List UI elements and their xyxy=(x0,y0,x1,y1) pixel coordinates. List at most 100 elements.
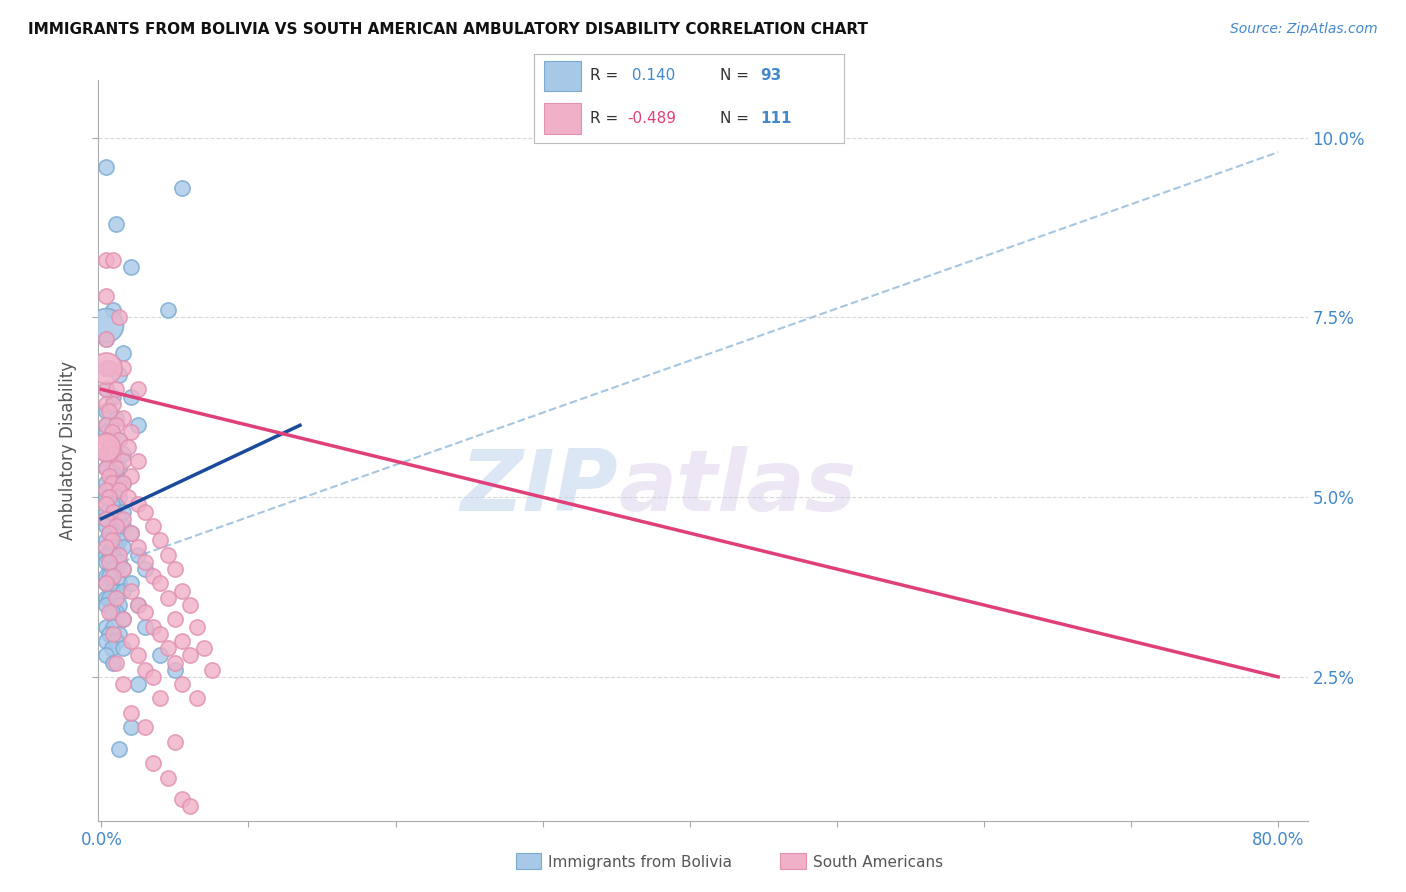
Point xyxy=(105,497,128,511)
Point xyxy=(127,497,149,511)
Point xyxy=(94,425,117,440)
Point xyxy=(105,468,128,483)
Point xyxy=(97,404,120,418)
Point xyxy=(94,512,117,526)
Point xyxy=(94,648,117,663)
Point xyxy=(94,569,117,583)
Point xyxy=(94,461,117,475)
Point xyxy=(101,390,124,404)
Point xyxy=(120,576,142,591)
Point xyxy=(112,562,135,576)
Point xyxy=(163,656,186,670)
Point xyxy=(100,468,122,483)
Point xyxy=(105,461,128,475)
Point xyxy=(94,533,117,548)
Point xyxy=(142,569,165,583)
Point xyxy=(134,720,156,734)
Point xyxy=(108,548,131,562)
Text: South Americans: South Americans xyxy=(813,855,943,870)
Point xyxy=(201,663,224,677)
Point xyxy=(149,648,172,663)
Point xyxy=(134,619,156,633)
Point xyxy=(112,562,135,576)
Point xyxy=(112,612,135,626)
Bar xyxy=(544,61,581,91)
Point xyxy=(101,569,124,583)
Point xyxy=(101,626,124,640)
Point xyxy=(97,490,120,504)
Point xyxy=(101,569,124,583)
Text: IMMIGRANTS FROM BOLIVIA VS SOUTH AMERICAN AMBULATORY DISABILITY CORRELATION CHAR: IMMIGRANTS FROM BOLIVIA VS SOUTH AMERICA… xyxy=(28,22,868,37)
Point xyxy=(94,289,117,303)
Point xyxy=(120,634,142,648)
Point xyxy=(108,555,131,569)
Bar xyxy=(544,103,581,134)
Point xyxy=(112,454,135,468)
Point xyxy=(101,656,124,670)
Point xyxy=(94,433,117,447)
Point xyxy=(134,605,156,619)
Point xyxy=(127,677,149,691)
Point xyxy=(94,332,117,346)
Point xyxy=(134,555,156,569)
Point xyxy=(127,383,149,397)
Point xyxy=(94,404,117,418)
Point xyxy=(97,526,120,541)
Point xyxy=(94,397,117,411)
Point xyxy=(142,519,165,533)
Point xyxy=(94,418,117,433)
Point xyxy=(120,583,142,598)
Point xyxy=(94,447,117,461)
Text: Source: ZipAtlas.com: Source: ZipAtlas.com xyxy=(1230,22,1378,37)
Point xyxy=(94,332,117,346)
Point xyxy=(105,583,128,598)
Point xyxy=(94,490,117,504)
Text: R =: R = xyxy=(591,112,623,126)
Point xyxy=(94,591,117,605)
Point xyxy=(97,483,120,497)
Point xyxy=(105,656,128,670)
Point xyxy=(193,641,215,656)
Point xyxy=(94,619,117,633)
Point xyxy=(112,641,135,656)
Point xyxy=(156,591,179,605)
Point xyxy=(97,626,120,640)
Point xyxy=(94,634,117,648)
Point xyxy=(97,468,120,483)
Point xyxy=(94,252,117,267)
Point xyxy=(101,454,124,468)
Point xyxy=(179,799,201,814)
Point xyxy=(142,670,165,684)
Point xyxy=(108,461,131,475)
Point xyxy=(94,483,117,497)
Point xyxy=(94,512,117,526)
Point xyxy=(156,303,179,318)
Point xyxy=(186,619,208,633)
Point xyxy=(163,612,186,626)
Point xyxy=(149,626,172,640)
Point xyxy=(112,677,135,691)
Point xyxy=(97,555,120,569)
Point xyxy=(97,591,120,605)
Point xyxy=(100,425,122,440)
Point xyxy=(120,526,142,541)
Point xyxy=(112,583,135,598)
Point xyxy=(105,605,128,619)
Point xyxy=(134,663,156,677)
Point xyxy=(97,454,120,468)
Text: -0.489: -0.489 xyxy=(627,112,676,126)
Point xyxy=(100,605,122,619)
Point xyxy=(105,217,128,231)
Point xyxy=(172,677,194,691)
Point xyxy=(105,519,128,533)
Point xyxy=(120,260,142,275)
Point xyxy=(100,533,122,548)
Point xyxy=(172,792,194,806)
Point xyxy=(112,411,135,425)
Point xyxy=(94,160,117,174)
Point xyxy=(105,519,128,533)
Point xyxy=(94,318,117,332)
Point xyxy=(94,360,117,375)
Point xyxy=(100,475,122,490)
Text: Immigrants from Bolivia: Immigrants from Bolivia xyxy=(548,855,733,870)
